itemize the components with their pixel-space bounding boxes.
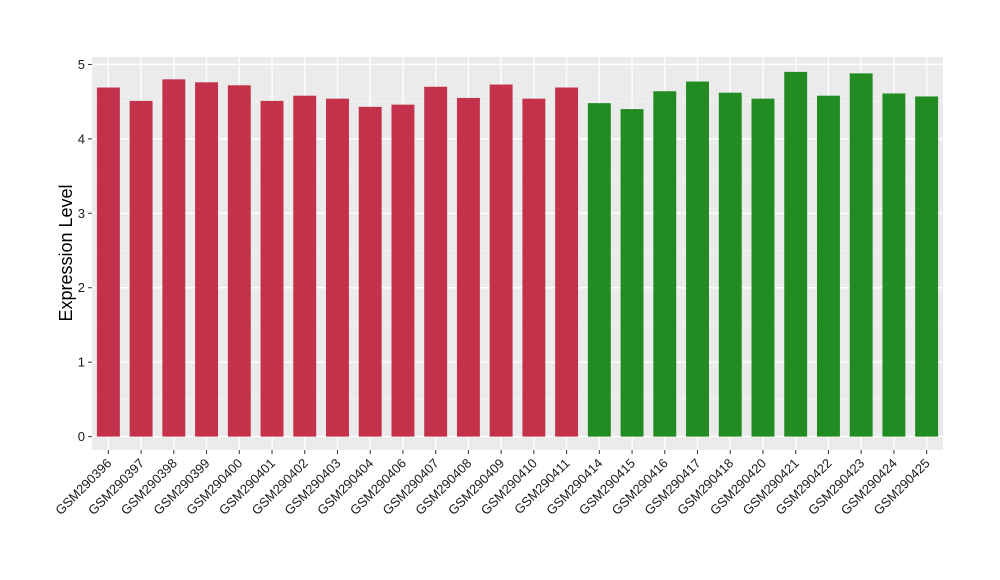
- y-tick-label: 1: [78, 355, 85, 370]
- bar-GSM290418: [718, 92, 742, 437]
- bar-GSM290417: [686, 81, 709, 437]
- bar-GSM290398: [162, 79, 186, 437]
- bar-GSM290415: [620, 109, 644, 437]
- bar-GSM290421: [784, 71, 808, 437]
- bar-GSM290401: [260, 100, 284, 437]
- x-axis: GSM290396GSM290397GSM290398GSM290399GSM2…: [52, 450, 933, 518]
- y-axis: 0 1 2 3 4 5: [78, 57, 92, 444]
- bar-GSM290396: [96, 87, 120, 437]
- bar-GSM290423: [849, 73, 873, 437]
- bar-GSM290414: [587, 103, 611, 437]
- y-tick-label: 5: [78, 57, 85, 72]
- bar-GSM290400: [227, 85, 251, 437]
- bar-GSM290402: [293, 95, 317, 437]
- bar-GSM290424: [882, 93, 906, 437]
- bar-GSM290422: [816, 95, 840, 437]
- plot-background: [92, 57, 943, 450]
- y-tick-label: 2: [78, 280, 85, 295]
- bar-GSM290410: [522, 98, 546, 437]
- bar-GSM290403: [326, 98, 349, 437]
- bar-GSM290409: [489, 84, 513, 437]
- bar-GSM290425: [915, 96, 939, 437]
- bar-GSM290406: [391, 104, 415, 437]
- bar-GSM290416: [653, 91, 677, 437]
- bar-GSM290399: [195, 82, 219, 437]
- y-tick-label: 3: [78, 206, 85, 221]
- y-axis-title: Expression Level: [56, 184, 76, 321]
- y-tick-label: 0: [78, 429, 85, 444]
- bar-GSM290397: [129, 100, 153, 437]
- bar-GSM290420: [751, 98, 775, 437]
- y-tick-label: 4: [78, 131, 85, 146]
- bar-GSM290407: [424, 86, 448, 437]
- bars: [96, 71, 939, 437]
- bar-GSM290411: [555, 87, 579, 437]
- bar-GSM290408: [456, 97, 480, 437]
- bar-GSM290404: [358, 106, 382, 437]
